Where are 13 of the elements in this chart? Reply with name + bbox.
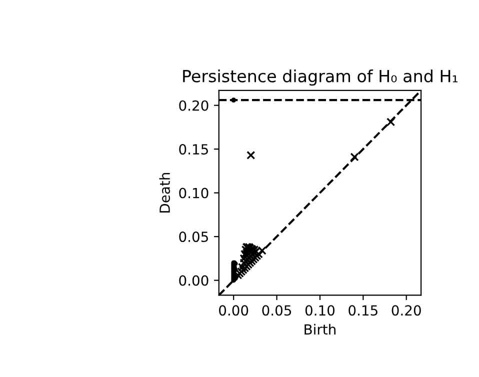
y-tick-label: 0.05 (179, 232, 208, 242)
y-tick-label: 0.15 (179, 144, 208, 155)
x-tick-label: 0.20 (392, 305, 421, 316)
x-tick-label: 0.00 (219, 305, 248, 316)
y-tick-label: 0.00 (179, 275, 208, 286)
y-tick-label: 0.20 (179, 100, 208, 111)
x-axis-title: Birth (304, 324, 336, 334)
x-tick-label: 0.15 (348, 305, 378, 316)
x-tick-label: 0.10 (305, 305, 335, 316)
x-tick-label: 0.05 (262, 305, 292, 316)
y-axis-title: Death (159, 173, 170, 212)
chart-title: Persistence diagram of H₀ and H₁ (183, 69, 458, 86)
y-tick-label: 0.10 (179, 188, 208, 198)
